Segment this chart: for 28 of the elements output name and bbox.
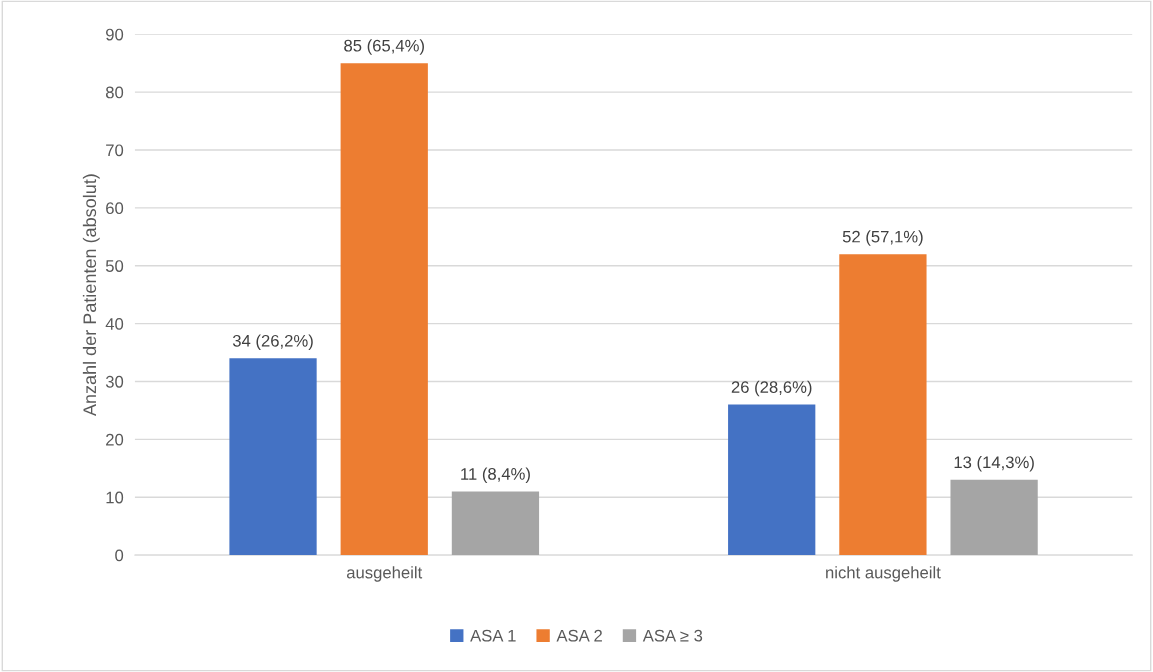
y-tick-label: 70 — [106, 144, 124, 157]
bar — [728, 404, 816, 556]
data-label: 11 (8,4%) — [461, 467, 530, 484]
y-tick-label: 90 — [106, 28, 124, 41]
y-tick-label: 60 — [106, 202, 124, 215]
bar — [950, 479, 1038, 556]
bar — [451, 491, 540, 556]
data-label: 34 (26,2%) — [232, 334, 313, 350]
y-tick-label: 30 — [105, 375, 124, 388]
y-tick-label: 0 — [115, 549, 124, 562]
bar — [229, 358, 317, 556]
y-tick-label: 40 — [105, 318, 124, 330]
y-tick-label: 50 — [105, 260, 124, 272]
legend-label: ASA 2 — [556, 629, 602, 642]
y-tick-label: 20 — [106, 433, 124, 446]
bar — [839, 254, 927, 556]
data-label: 52 (57,1%) — [842, 230, 923, 246]
x-tick-label: nicht ausgeheilt — [826, 566, 941, 582]
data-label: 26 (28,6%) — [731, 380, 812, 397]
legend-label: ASA 1 — [470, 629, 516, 642]
y-tick-label: 80 — [105, 86, 124, 99]
y-axis-title: Anzahl der Patienten (absolut) — [82, 174, 100, 417]
bar — [340, 63, 428, 556]
legend-label: ASA ≥ 3 — [642, 629, 703, 642]
x-tick-label: ausgeheilt — [346, 566, 423, 582]
y-tick-label: 10 — [106, 491, 124, 504]
data-label: 85 (65,4%) — [344, 39, 424, 55]
data-label: 13 (14,3%) — [954, 455, 1034, 472]
